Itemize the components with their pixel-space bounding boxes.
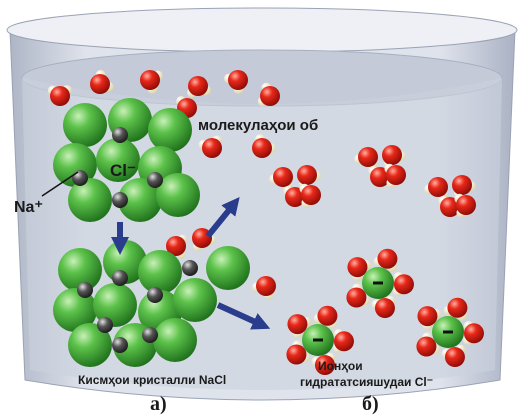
chloride-ion xyxy=(173,278,217,322)
sodium-ion xyxy=(147,287,163,303)
sodium-ion xyxy=(112,192,128,208)
oxygen xyxy=(286,344,307,365)
sodium-label: Na⁺ xyxy=(14,199,43,216)
crystal-label: Кисмҳои кристалли NaCl xyxy=(78,373,226,387)
oxygen xyxy=(382,145,402,165)
chloride-ion xyxy=(68,323,112,367)
oxygen xyxy=(287,314,308,335)
oxygen xyxy=(440,197,460,217)
chloride-ion xyxy=(156,173,200,217)
sodium-ion xyxy=(147,172,163,188)
oxygen xyxy=(417,306,438,327)
oxygen xyxy=(297,165,317,185)
sodium-ion xyxy=(112,337,128,353)
oxygen xyxy=(273,167,293,187)
oxygen xyxy=(393,274,414,295)
molecules xyxy=(47,70,484,376)
oxygen xyxy=(428,177,448,197)
oxygen xyxy=(50,86,70,106)
sodium-ion xyxy=(182,260,198,276)
oxygen xyxy=(202,138,222,158)
chloride-ion xyxy=(93,283,137,327)
oxygen xyxy=(260,86,280,106)
chloride-ion xyxy=(58,248,102,292)
oxygen xyxy=(374,298,395,319)
oxygen xyxy=(314,355,335,376)
hydrated-label: гидрататсияшудаи Cl⁻ xyxy=(300,375,433,389)
oxygen xyxy=(377,248,398,269)
chloride-ion xyxy=(153,318,197,362)
oxygen xyxy=(301,185,321,205)
oxygen xyxy=(256,276,276,296)
water-label: молекулаҳои об xyxy=(198,117,318,134)
charge-sign xyxy=(373,281,383,285)
charge-sign xyxy=(443,330,453,334)
oxygen xyxy=(285,187,305,207)
sodium-ion xyxy=(112,270,128,286)
oxygen xyxy=(444,347,465,368)
hydrated-label: Ионҳои xyxy=(318,359,363,373)
chloride-ion xyxy=(118,178,162,222)
chloride-ion xyxy=(206,246,250,290)
oxygen xyxy=(346,287,367,308)
oxygen xyxy=(416,336,437,357)
chloride-ion xyxy=(138,250,182,294)
chloride-ion xyxy=(53,288,97,332)
chloride-ion xyxy=(68,178,112,222)
oxygen xyxy=(90,74,110,94)
chloride-label: Cl⁻ xyxy=(110,161,136,180)
chloride-ion xyxy=(148,108,192,152)
oxygen xyxy=(370,167,390,187)
charge-sign xyxy=(313,338,323,342)
leader-line xyxy=(41,171,79,197)
chloride-ion xyxy=(63,103,107,147)
sodium-ion xyxy=(72,170,88,186)
oxygen xyxy=(386,165,406,185)
chloride-ion xyxy=(96,138,140,182)
oxygen xyxy=(228,70,248,90)
sodium-ion xyxy=(112,127,128,143)
arrows xyxy=(111,197,271,330)
oxygen xyxy=(358,147,378,167)
oxygen xyxy=(317,305,338,326)
part-label: а) xyxy=(150,393,167,415)
sodium-ion xyxy=(77,282,93,298)
oxygen xyxy=(456,195,476,215)
sodium-ion xyxy=(97,317,113,333)
oxygen xyxy=(140,70,160,90)
sodium-ion xyxy=(142,327,158,343)
oxygen xyxy=(333,331,354,352)
oxygen xyxy=(166,236,186,256)
oxygen xyxy=(347,257,368,278)
oxygen xyxy=(452,175,472,195)
oxygen xyxy=(463,323,484,344)
oxygen xyxy=(252,138,272,158)
oxygen xyxy=(188,76,208,96)
part-label: б) xyxy=(362,393,379,415)
oxygen xyxy=(447,297,468,318)
